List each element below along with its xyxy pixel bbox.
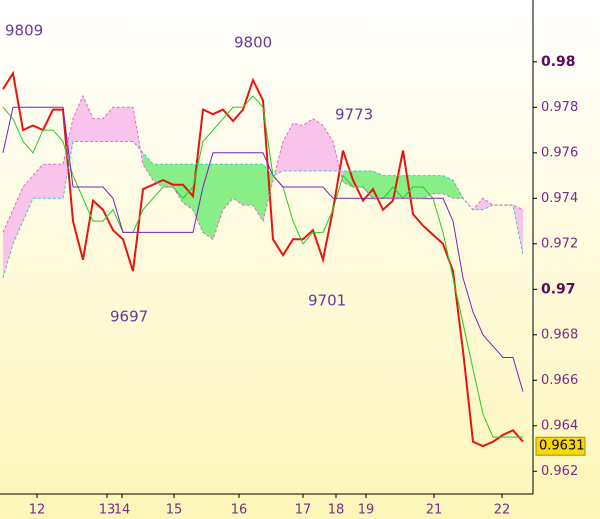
price-line xyxy=(2,70,524,448)
cloud-segment xyxy=(313,118,323,172)
y-tick-label: 0.966 xyxy=(541,373,578,388)
indicator-line xyxy=(2,94,524,241)
y-tick-label: 0.972 xyxy=(541,236,578,251)
cloud-segment xyxy=(113,107,123,142)
annotation: 9697 xyxy=(110,308,148,326)
indicator-line xyxy=(2,95,523,438)
cloud-segment xyxy=(143,152,153,181)
cloud-segment xyxy=(233,164,243,206)
cloud-segment xyxy=(383,175,393,199)
indicator-line xyxy=(2,106,524,392)
cloud-segment xyxy=(223,164,233,210)
cloud-segment xyxy=(33,164,43,199)
y-tick-label: 0.978 xyxy=(541,100,578,115)
cloud-segment xyxy=(333,141,343,183)
cloud-segment xyxy=(283,123,293,172)
annotation: 9800 xyxy=(234,34,272,52)
annotation: 9773 xyxy=(335,106,373,124)
cloud-segment xyxy=(23,175,33,222)
cloud-segment xyxy=(303,118,313,172)
x-tick-label: 18 xyxy=(328,503,345,518)
cloud-segment xyxy=(123,107,133,142)
cloud-segment xyxy=(423,175,433,199)
cloud-segment xyxy=(83,95,93,142)
x-tick-label: 17 xyxy=(295,503,312,518)
x-tick-label: 19 xyxy=(358,503,375,518)
y-tick-label: 0.98 xyxy=(541,54,576,70)
x-tick-label: 13 xyxy=(99,503,116,518)
y-tick-label: 0.976 xyxy=(541,145,578,160)
y-tick-label: 0.962 xyxy=(541,464,578,479)
annotation: 9809 xyxy=(5,22,43,40)
cloud-segment xyxy=(213,164,223,240)
annotation: 9701 xyxy=(308,292,346,310)
plot-area xyxy=(2,70,524,448)
last-price-label: 0.9631 xyxy=(539,439,585,454)
cloud-segment xyxy=(433,175,443,194)
x-tick-label: 15 xyxy=(166,503,183,518)
cloud-segment xyxy=(73,95,83,142)
cloud-segment xyxy=(93,118,103,142)
x-tick-label: 12 xyxy=(29,503,46,518)
cloud-segment xyxy=(13,186,23,244)
y-tick-label: 0.968 xyxy=(541,327,578,342)
last-price-box xyxy=(535,436,586,456)
cloud-segment xyxy=(263,164,273,222)
cloud-segment xyxy=(103,107,113,142)
cloud-segment xyxy=(173,164,183,203)
y-tick-label: 0.97 xyxy=(541,281,576,297)
cloud-segment xyxy=(373,171,383,199)
x-tick-label: 21 xyxy=(426,503,443,518)
cloud-segment xyxy=(323,125,333,172)
cloud-segment xyxy=(43,164,53,199)
x-tick-label: 16 xyxy=(231,503,248,518)
y-tick-label: 0.964 xyxy=(541,418,578,433)
cloud-segment xyxy=(293,123,303,172)
y-tick-label: 0.974 xyxy=(541,191,578,206)
cloud-segment xyxy=(483,198,493,210)
cloud-segment xyxy=(3,209,13,278)
cloud-segment xyxy=(443,175,453,199)
x-tick-label: 14 xyxy=(114,503,131,518)
x-tick-label: 22 xyxy=(494,503,511,518)
cloud-segment xyxy=(53,164,63,199)
cloud-segment xyxy=(253,164,263,222)
cloud-segment xyxy=(183,164,193,210)
cloud-segment xyxy=(243,164,253,206)
cloud-segment xyxy=(203,164,213,240)
